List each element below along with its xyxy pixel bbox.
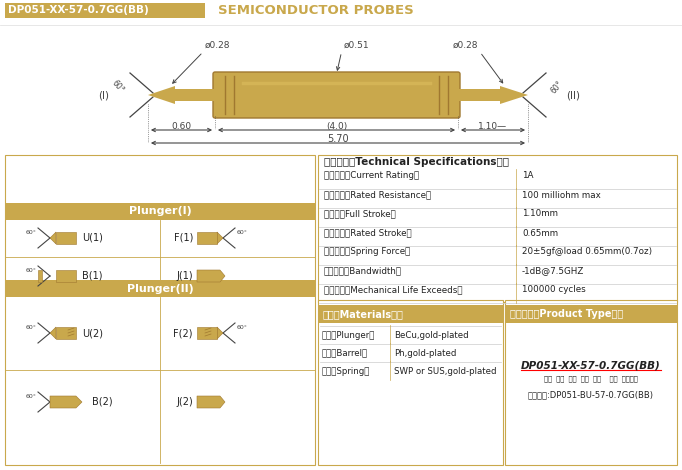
Polygon shape bbox=[50, 396, 82, 408]
Polygon shape bbox=[197, 327, 217, 339]
Text: 额定行程（Rated Stroke）: 额定行程（Rated Stroke） bbox=[324, 228, 412, 237]
Text: 额定电流（Current Rating）: 额定电流（Current Rating） bbox=[324, 172, 419, 180]
Text: Ph,gold-plated: Ph,gold-plated bbox=[394, 348, 456, 358]
Text: 额定弹力（Spring Force）: 额定弹力（Spring Force） bbox=[324, 248, 411, 257]
Text: 60°: 60° bbox=[110, 79, 125, 95]
Text: 成品型号（Product Type）：: 成品型号（Product Type）： bbox=[510, 309, 623, 319]
Text: 系列  规格  头型  总长  弹力    镀金  针头材质: 系列 规格 头型 总长 弹力 镀金 针头材质 bbox=[544, 376, 638, 382]
Text: BeCu,gold-plated: BeCu,gold-plated bbox=[394, 330, 469, 339]
Text: 60°: 60° bbox=[237, 230, 248, 235]
FancyBboxPatch shape bbox=[318, 155, 677, 302]
Polygon shape bbox=[197, 270, 225, 282]
Text: 60°: 60° bbox=[25, 268, 36, 273]
Text: 0.65mm: 0.65mm bbox=[522, 228, 558, 237]
FancyBboxPatch shape bbox=[505, 300, 677, 465]
Polygon shape bbox=[56, 232, 76, 244]
Text: 额定电阰（Rated Resistance）: 额定电阰（Rated Resistance） bbox=[324, 190, 431, 199]
Text: 100 milliohm max: 100 milliohm max bbox=[522, 190, 601, 199]
FancyBboxPatch shape bbox=[318, 305, 503, 323]
Text: 1A: 1A bbox=[522, 172, 533, 180]
Polygon shape bbox=[500, 86, 528, 104]
Text: 针管（Barrel）: 针管（Barrel） bbox=[322, 348, 368, 358]
Text: -1dB@7.5GHZ: -1dB@7.5GHZ bbox=[522, 266, 584, 275]
Text: 订购举例:DP051-BU-57-0.7GG(BB): 订购举例:DP051-BU-57-0.7GG(BB) bbox=[528, 391, 654, 400]
Text: SEMICONDUCTOR PROBES: SEMICONDUCTOR PROBES bbox=[218, 3, 414, 16]
FancyBboxPatch shape bbox=[318, 300, 503, 465]
Text: 60°: 60° bbox=[25, 230, 36, 235]
Text: U(1): U(1) bbox=[82, 233, 103, 243]
FancyBboxPatch shape bbox=[5, 280, 315, 297]
Text: ø0.51: ø0.51 bbox=[344, 41, 369, 50]
Polygon shape bbox=[217, 232, 223, 244]
Polygon shape bbox=[56, 327, 76, 339]
Text: J(2): J(2) bbox=[176, 397, 193, 407]
Polygon shape bbox=[458, 89, 500, 101]
FancyBboxPatch shape bbox=[5, 155, 315, 465]
Polygon shape bbox=[217, 327, 223, 339]
Text: ø0.28: ø0.28 bbox=[452, 41, 478, 50]
Text: 满行程（Full Stroke）: 满行程（Full Stroke） bbox=[324, 210, 396, 219]
Polygon shape bbox=[175, 89, 215, 101]
FancyBboxPatch shape bbox=[213, 72, 460, 118]
Text: Plunger(II): Plunger(II) bbox=[127, 283, 194, 293]
Text: 60°: 60° bbox=[25, 394, 36, 399]
Text: (II): (II) bbox=[566, 90, 580, 100]
Text: F(2): F(2) bbox=[173, 328, 193, 338]
Text: U(2): U(2) bbox=[82, 328, 103, 338]
Text: DP051-XX-57-0.7GG(BB): DP051-XX-57-0.7GG(BB) bbox=[521, 360, 661, 370]
Text: 20±5gf@load 0.65mm(0.7oz): 20±5gf@load 0.65mm(0.7oz) bbox=[522, 248, 652, 257]
Polygon shape bbox=[50, 232, 56, 244]
FancyBboxPatch shape bbox=[5, 203, 315, 220]
Text: F(1): F(1) bbox=[174, 233, 193, 243]
Text: SWP or SUS,gold-plated: SWP or SUS,gold-plated bbox=[394, 367, 496, 376]
Polygon shape bbox=[197, 396, 225, 408]
Polygon shape bbox=[38, 270, 42, 282]
Text: 0.60: 0.60 bbox=[171, 122, 192, 131]
Text: Plunger(I): Plunger(I) bbox=[129, 206, 192, 217]
Text: 针头（Plunger）: 针头（Plunger） bbox=[322, 330, 375, 339]
Text: 技术要求（Technical Specifications）：: 技术要求（Technical Specifications）： bbox=[324, 157, 509, 167]
Text: 1.10mm: 1.10mm bbox=[522, 210, 558, 219]
Text: 1.10—: 1.10— bbox=[479, 122, 507, 131]
Text: 材质（Materials）：: 材质（Materials）： bbox=[323, 309, 404, 319]
Text: (4.0): (4.0) bbox=[326, 122, 347, 131]
FancyBboxPatch shape bbox=[5, 3, 205, 18]
Text: 弹簧（Spring）: 弹簧（Spring） bbox=[322, 367, 370, 376]
Polygon shape bbox=[56, 270, 76, 282]
Text: B(1): B(1) bbox=[82, 271, 102, 281]
Text: 60°: 60° bbox=[549, 79, 565, 95]
Polygon shape bbox=[50, 327, 56, 339]
Text: 100000 cycles: 100000 cycles bbox=[522, 285, 586, 295]
Text: B(2): B(2) bbox=[92, 397, 113, 407]
Text: 60°: 60° bbox=[237, 325, 248, 330]
Text: DP051-XX-57-0.7GG(BB): DP051-XX-57-0.7GG(BB) bbox=[8, 5, 149, 15]
Text: 频率带宽（Bandwidth）: 频率带宽（Bandwidth） bbox=[324, 266, 402, 275]
Polygon shape bbox=[148, 86, 175, 104]
FancyBboxPatch shape bbox=[505, 305, 677, 323]
Text: 测试寿命（Mechanical Life Exceeds）: 测试寿命（Mechanical Life Exceeds） bbox=[324, 285, 462, 295]
Text: 5.70: 5.70 bbox=[327, 134, 349, 144]
Polygon shape bbox=[197, 232, 217, 244]
Text: 60°: 60° bbox=[25, 325, 36, 330]
Text: (I): (I) bbox=[98, 90, 109, 100]
Text: ø0.28: ø0.28 bbox=[205, 41, 231, 50]
Text: J(1): J(1) bbox=[177, 271, 193, 281]
